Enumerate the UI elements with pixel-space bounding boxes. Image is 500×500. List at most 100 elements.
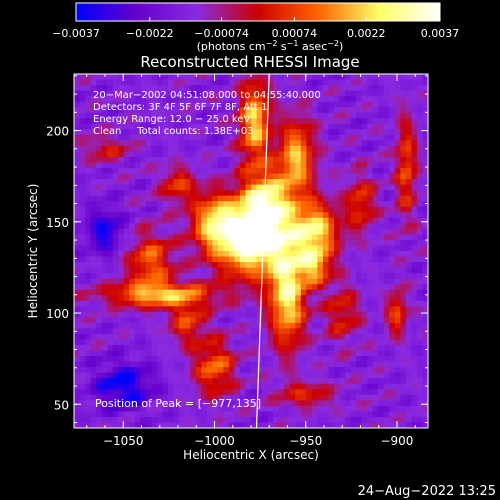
heatmap-cell xyxy=(262,234,269,241)
heatmap-cell xyxy=(101,228,108,236)
heatmap-cell xyxy=(123,262,130,269)
heatmap-cell xyxy=(234,267,241,274)
heatmap-cell xyxy=(339,107,346,114)
heatmap-cell xyxy=(311,101,318,108)
heatmap-cell xyxy=(140,289,147,296)
heatmap-cell xyxy=(267,217,274,224)
heatmap-cell xyxy=(378,422,385,428)
heatmap-cell xyxy=(367,422,374,428)
heatmap-cell xyxy=(267,85,274,92)
heatmap-cell xyxy=(96,112,103,119)
heatmap-cell xyxy=(311,79,318,86)
heatmap-cell xyxy=(416,234,424,241)
heatmap-cell xyxy=(350,85,357,92)
heatmap-cell xyxy=(251,367,258,374)
heatmap-cell xyxy=(145,394,153,401)
heatmap-cell xyxy=(311,251,318,258)
heatmap-cell xyxy=(239,256,247,263)
heatmap-cell xyxy=(317,389,324,396)
heatmap-cell xyxy=(223,339,230,346)
heatmap-cell xyxy=(217,90,224,97)
heatmap-cell xyxy=(112,378,119,385)
heatmap-cell xyxy=(356,361,363,368)
heatmap-cell xyxy=(317,311,324,318)
heatmap-cell xyxy=(345,361,352,368)
heatmap-cell xyxy=(112,322,119,330)
heatmap-cell xyxy=(201,179,208,186)
heatmap-cell xyxy=(140,156,147,164)
heatmap-cell xyxy=(145,90,153,97)
heatmap-cell xyxy=(129,345,136,352)
heatmap-cell xyxy=(328,400,335,407)
heatmap-cell xyxy=(356,245,363,252)
heatmap-cell xyxy=(162,107,169,114)
heatmap-cell xyxy=(267,251,274,258)
heatmap-cell xyxy=(85,129,92,136)
heatmap-cell xyxy=(190,173,197,180)
heatmap-cell xyxy=(278,79,285,86)
heatmap-cell xyxy=(339,339,346,346)
heatmap-cell xyxy=(239,273,247,280)
heatmap-cell xyxy=(74,284,81,291)
heatmap-cell xyxy=(96,168,103,175)
heatmap-cell xyxy=(134,129,141,136)
heatmap-cell xyxy=(184,107,191,114)
heatmap-cell xyxy=(372,151,379,158)
heatmap-cell xyxy=(179,333,186,341)
heatmap-cell xyxy=(278,201,285,208)
heatmap-cell xyxy=(101,367,108,374)
heatmap-cell xyxy=(251,173,258,180)
heatmap-cell xyxy=(212,162,219,169)
heatmap-cell xyxy=(145,300,153,307)
heatmap-cell xyxy=(339,245,346,252)
heatmap-cell xyxy=(223,212,230,219)
heatmap-cell xyxy=(96,173,103,180)
heatmap-cell xyxy=(107,179,114,186)
heatmap-cell xyxy=(79,345,86,352)
heatmap-cell xyxy=(168,361,175,368)
heatmap-cell xyxy=(173,223,180,230)
heatmap-cell xyxy=(367,179,374,186)
heatmap-cell xyxy=(85,295,92,302)
heatmap-cell xyxy=(278,350,285,357)
heatmap-cell xyxy=(345,262,352,269)
heatmap-cell xyxy=(195,168,202,175)
heatmap-cell xyxy=(96,372,103,379)
heatmap-cell xyxy=(278,140,285,147)
heatmap-cell xyxy=(356,184,363,191)
heatmap-cell xyxy=(134,223,141,230)
heatmap-cell xyxy=(350,262,357,269)
heatmap-cell xyxy=(118,134,125,141)
heatmap-cell xyxy=(289,239,296,247)
heatmap-cell xyxy=(217,107,224,114)
heatmap-cell xyxy=(85,107,92,114)
heatmap-cell xyxy=(389,245,396,252)
heatmap-cell xyxy=(322,394,330,401)
heatmap-cell xyxy=(378,317,385,324)
heatmap-cell xyxy=(328,234,335,241)
heatmap-cell xyxy=(411,356,418,363)
heatmap-cell xyxy=(184,400,191,407)
heatmap-cell xyxy=(107,333,114,341)
heatmap-cell xyxy=(416,295,424,302)
heatmap-cell xyxy=(96,306,103,313)
heatmap-cell xyxy=(173,123,180,130)
heatmap-cell xyxy=(278,173,285,180)
heatmap-cell xyxy=(168,79,175,86)
heatmap-cell xyxy=(156,300,164,307)
heatmap-cell xyxy=(118,90,125,97)
heatmap-cell xyxy=(389,295,396,302)
heatmap-cell xyxy=(90,372,97,379)
heatmap-cell xyxy=(361,179,368,186)
heatmap-cell xyxy=(151,184,158,191)
heatmap-cell xyxy=(123,112,130,119)
heatmap-cell xyxy=(322,256,330,263)
heatmap-cell xyxy=(333,168,341,175)
heatmap-cell xyxy=(328,195,335,202)
heatmap-cell xyxy=(156,74,164,81)
heatmap-cell xyxy=(300,179,307,186)
heatmap-cell xyxy=(356,356,363,363)
heatmap-cell xyxy=(422,179,428,186)
heatmap-cell xyxy=(278,416,285,424)
heatmap-cell xyxy=(422,411,428,418)
